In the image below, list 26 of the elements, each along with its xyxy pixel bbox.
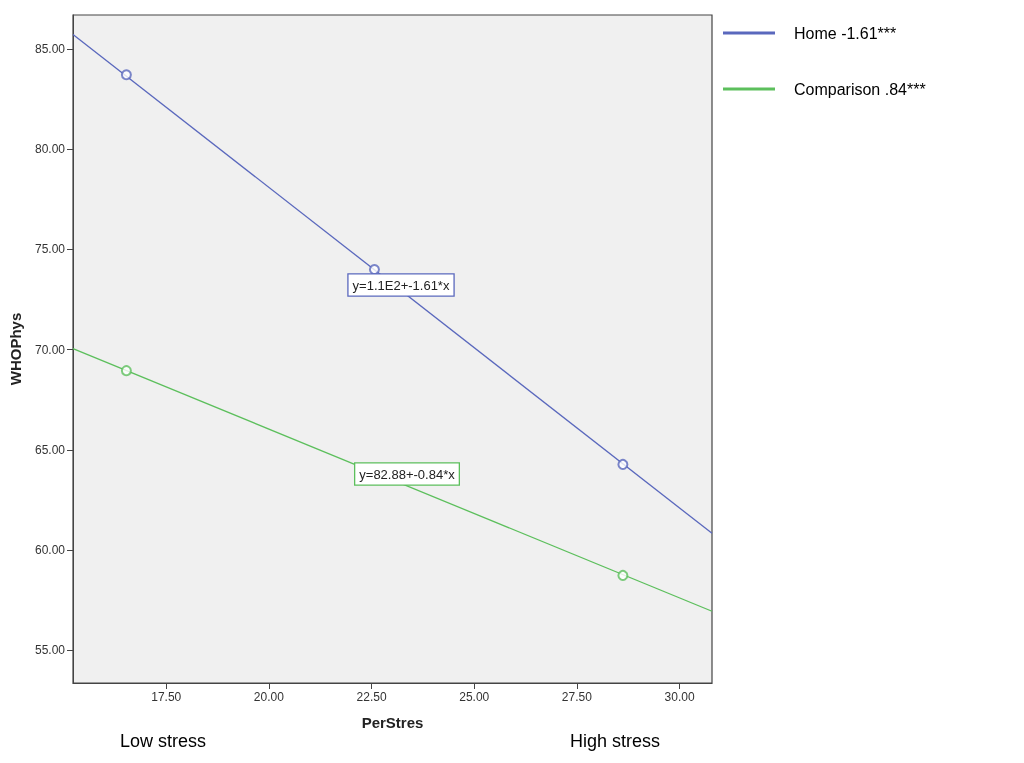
- point: [120, 69, 132, 81]
- x-tick-label: 20.00: [253, 690, 285, 704]
- x-tick-label: 22.50: [356, 690, 387, 704]
- x-tick-label: 30.00: [664, 690, 695, 704]
- y-tick-label: 65.00: [34, 442, 66, 457]
- text: High stress: [570, 731, 661, 751]
- legend-label: Home -1.61***: [794, 24, 897, 42]
- y-tick-label: 85.00: [34, 42, 66, 57]
- annotation: y=82.88+-0.84*x: [359, 466, 456, 482]
- y-tick-label: 55.00: [34, 643, 66, 658]
- x-axis-title: PerStres: [361, 714, 424, 731]
- y-tick-label: 70.00: [34, 342, 66, 357]
- point: [120, 365, 132, 377]
- y-tick-label: 60.00: [34, 542, 66, 557]
- y-tick-label: 80.00: [34, 142, 66, 157]
- point: [617, 458, 629, 470]
- x-tick-label: 25.00: [459, 690, 490, 704]
- y-tick-label: 75.00: [34, 242, 66, 257]
- point: [368, 263, 380, 275]
- x-tick-label: 17.50: [151, 690, 182, 704]
- legend-label: Comparison .84***: [794, 80, 926, 98]
- text: Low stress: [120, 731, 207, 751]
- x-tick-label: 27.50: [561, 690, 593, 704]
- y-axis-title: WHOPhys: [7, 312, 24, 386]
- point: [617, 569, 629, 581]
- annotation: y=1.1E2+-1.61*x: [352, 277, 450, 293]
